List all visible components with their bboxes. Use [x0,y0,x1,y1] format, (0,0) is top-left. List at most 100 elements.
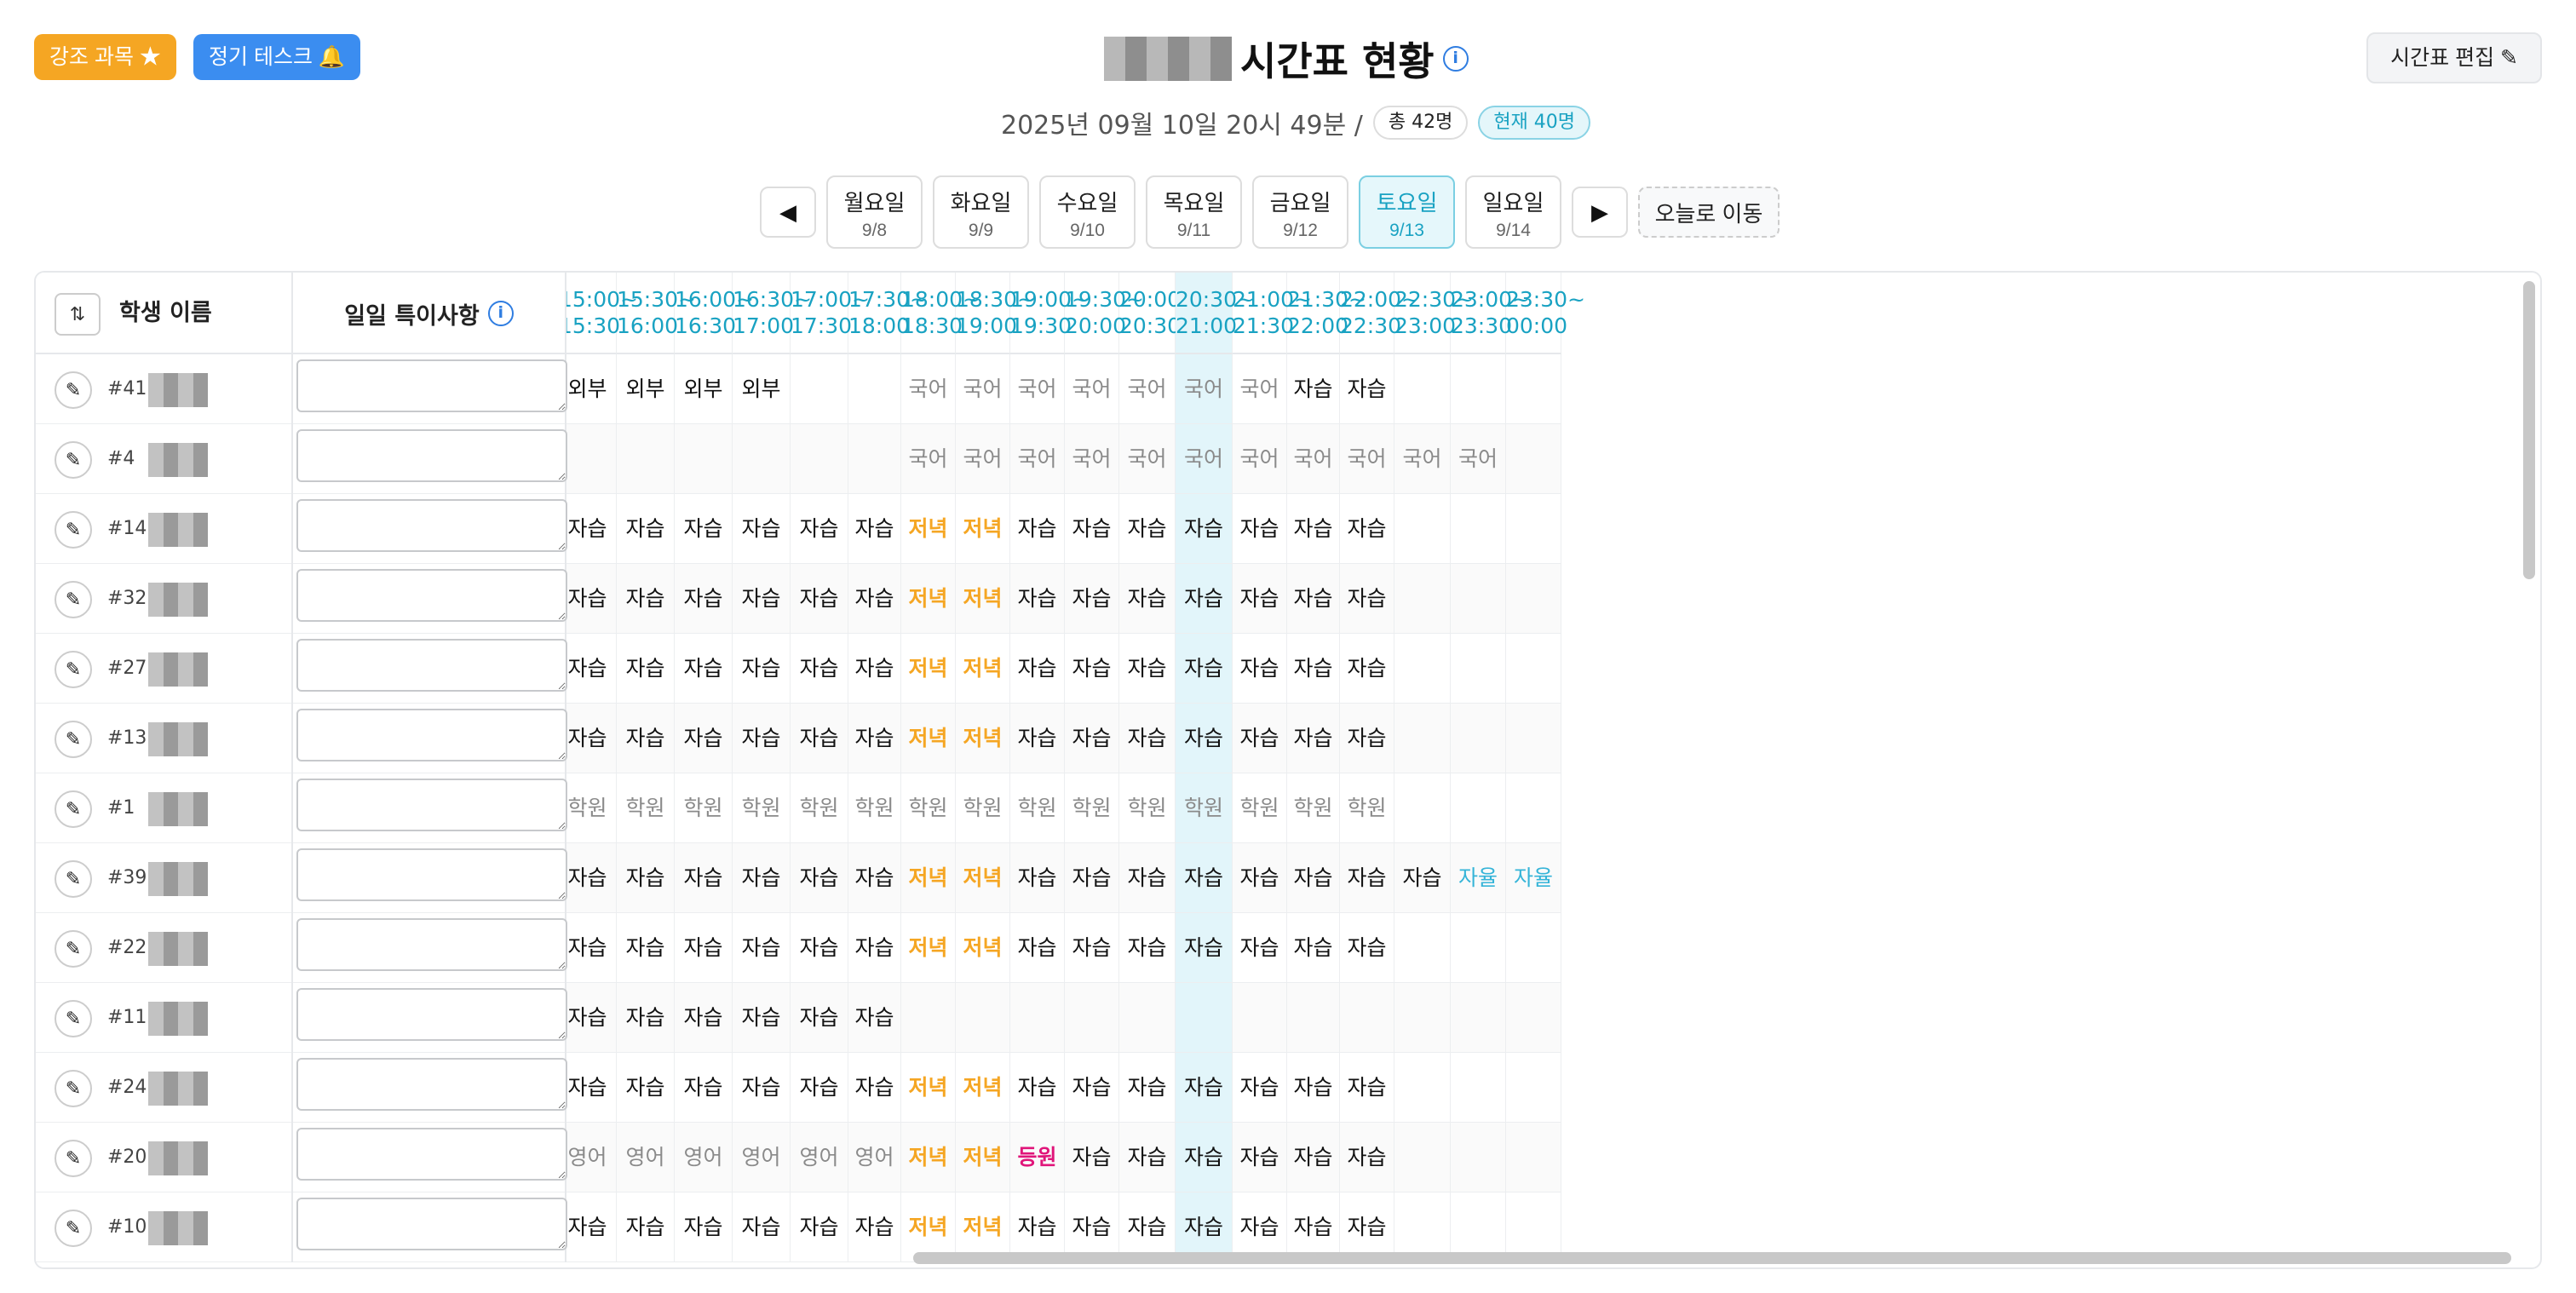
schedule-cell[interactable]: 자습 [848,1192,901,1262]
schedule-cell[interactable] [1451,704,1506,773]
day-tab-2[interactable]: 수요일 9/10 [1039,175,1136,249]
schedule-cell[interactable] [1394,634,1451,704]
schedule-cell[interactable]: 자습 [733,494,791,564]
schedule-cell[interactable]: 외부상담 [617,354,675,471]
schedule-cell[interactable] [1451,494,1506,564]
schedule-cell[interactable] [1394,1123,1451,1192]
schedule-cell[interactable]: 학원 [791,773,848,843]
schedule-cell[interactable] [1340,983,1394,1053]
schedule-cell[interactable]: 자습 [1176,634,1233,704]
schedule-cell[interactable]: 학원 [1065,773,1119,843]
schedule-cell[interactable] [1451,354,1506,424]
schedule-cell[interactable]: 학원 [733,773,791,843]
schedule-cell[interactable]: 저녁 [901,1123,956,1192]
schedule-cell[interactable]: 자습 [675,1192,733,1262]
schedule-cell[interactable] [848,354,901,424]
schedule-cell[interactable]: 자습 [1340,1053,1394,1123]
schedule-cell[interactable]: 자습 [1340,913,1394,983]
schedule-cell[interactable]: 자습 [1119,634,1176,704]
daily-note-input[interactable] [296,429,567,482]
schedule-cell[interactable]: 자습 [1287,843,1340,913]
schedule-cell[interactable]: 자습 [1119,1123,1176,1192]
schedule-cell[interactable]: 학원 [1340,773,1394,843]
schedule-cell[interactable]: 자습 [1065,843,1119,913]
schedule-cell[interactable]: 학원 [956,773,1010,843]
schedule-cell[interactable]: 저녁 [956,494,1010,564]
schedule-cell[interactable]: 자습 [1340,634,1394,704]
day-tab-6[interactable]: 일요일 9/14 [1465,175,1561,249]
schedule-cell[interactable]: 학원 [1010,773,1065,843]
schedule-cell[interactable]: 자습 [559,913,617,983]
edit-student-button[interactable]: ✎ [55,1210,92,1247]
schedule-cell[interactable]: 국어 [901,424,956,494]
schedule-cell[interactable]: 자습 [1287,1053,1340,1123]
schedule-cell[interactable] [1394,354,1451,424]
schedule-cell[interactable]: 학원 [1119,773,1176,843]
schedule-cell[interactable]: 저녁 [901,913,956,983]
schedule-cell[interactable] [1010,983,1065,1053]
schedule-cell[interactable]: 자습 [1065,704,1119,773]
schedule-cell[interactable]: 학원 [617,773,675,843]
schedule-cell[interactable]: 저녁 [901,843,956,913]
schedule-cell[interactable]: 자습 [675,704,733,773]
schedule-cell[interactable]: 자습 [791,843,848,913]
daily-note-input[interactable] [296,499,567,552]
schedule-cell[interactable]: 자습 [1233,494,1287,564]
schedule-cell[interactable]: 자습 [1287,564,1340,634]
day-tab-3[interactable]: 목요일 9/11 [1146,175,1242,249]
schedule-cell[interactable] [1451,983,1506,1053]
schedule-cell[interactable]: 자습 [1340,494,1394,564]
schedule-cell[interactable] [901,983,956,1053]
sort-button[interactable]: ⇅ [55,293,101,336]
edit-student-button[interactable]: ✎ [55,721,92,758]
schedule-cell[interactable]: 자율 [1451,843,1506,913]
schedule-cell[interactable]: 자습 [617,634,675,704]
schedule-cell[interactable]: 자습 [791,564,848,634]
schedule-cell[interactable]: 자습 [1065,913,1119,983]
schedule-cell[interactable]: 자습 [733,913,791,983]
schedule-cell[interactable]: 학원 [559,773,617,843]
edit-student-button[interactable]: ✎ [55,860,92,898]
schedule-cell[interactable]: 국어 [1176,354,1233,424]
schedule-cell[interactable]: 저녁 [901,704,956,773]
schedule-cell[interactable]: 자습 [1119,494,1176,564]
schedule-cell[interactable]: 자습 [1176,494,1233,564]
schedule-cell[interactable]: 자습 [733,843,791,913]
edit-student-button[interactable]: ✎ [55,790,92,828]
schedule-cell[interactable]: 자습 [848,564,901,634]
schedule-cell[interactable]: 자습 [559,494,617,564]
schedule-cell[interactable]: 자습 [1176,913,1233,983]
schedule-cell[interactable]: 자습 [1010,494,1065,564]
schedule-cell[interactable]: 외부상담 [733,354,791,471]
edit-student-button[interactable]: ✎ [55,371,92,409]
schedule-cell[interactable] [1451,773,1506,843]
schedule-cell[interactable]: 자습 [848,494,901,564]
schedule-cell[interactable]: 자습 [848,704,901,773]
schedule-cell[interactable] [1451,1123,1506,1192]
schedule-cell[interactable]: 자습 [1340,564,1394,634]
schedule-cell[interactable] [1506,1123,1561,1192]
schedule-cell[interactable]: 자습 [1176,704,1233,773]
schedule-cell[interactable]: 자습 [1119,1053,1176,1123]
schedule-cell[interactable]: 자습 [617,1053,675,1123]
schedule-cell[interactable]: 자습 [1233,1053,1287,1123]
schedule-cell[interactable] [1506,424,1561,494]
schedule-cell[interactable]: 자습 [1065,1123,1119,1192]
schedule-cell[interactable]: 자습 [617,704,675,773]
edit-student-button[interactable]: ✎ [55,1070,92,1107]
schedule-cell[interactable]: 학원 [675,773,733,843]
schedule-cell[interactable] [1506,354,1561,424]
schedule-cell[interactable]: 자습 [791,913,848,983]
day-tab-0[interactable]: 월요일 9/8 [826,175,923,249]
schedule-cell[interactable]: 영어 [733,1123,791,1192]
schedule-cell[interactable]: 자습 [848,1053,901,1123]
schedule-cell[interactable]: 저녁 [956,1123,1010,1192]
daily-note-input[interactable] [296,1128,567,1181]
schedule-cell[interactable]: 자습 [1065,494,1119,564]
schedule-cell[interactable]: 자습 [1065,1192,1119,1262]
schedule-cell[interactable]: 자습 [1233,843,1287,913]
schedule-cell[interactable]: 자습 [1233,1192,1287,1262]
schedule-cell[interactable]: 자습 [791,983,848,1053]
daily-note-input[interactable] [296,848,567,901]
schedule-cell[interactable]: 등원 [1010,1123,1065,1192]
